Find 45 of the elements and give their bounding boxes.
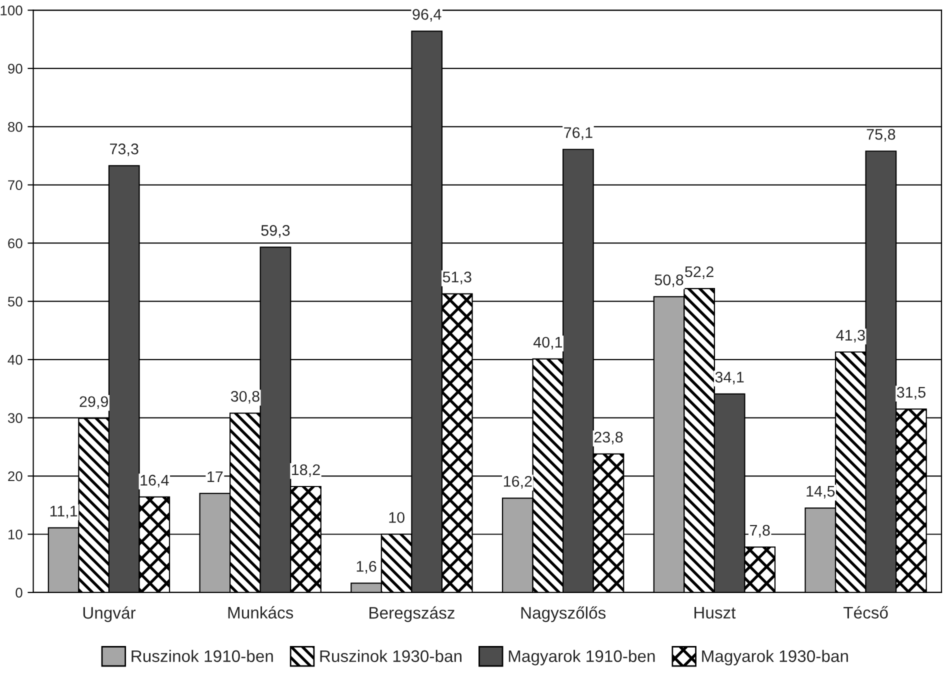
data-label: 29,9 [80,396,108,409]
data-label: 34,1 [715,372,744,384]
data-label: 41,3 [836,330,865,342]
legend-label: Magyarok 1910-ben [508,650,655,666]
x-tick-label: Nagyszőlős [521,606,606,622]
data-label: 1,6 [356,560,376,574]
y-tick-label: 70 [8,180,22,190]
legend-label: Magyarok 1930-ban [702,650,848,666]
data-label: 16,4 [140,474,169,488]
x-tick-label: Munkács [228,606,294,619]
data-label: 11,1 [50,506,78,518]
legend-label: Ruszinok 1910-ben [132,650,273,662]
data-label: 17 [208,471,223,482]
data-label: 14,5 [806,486,835,498]
data-label: 73,3 [110,144,138,156]
data-label: 31,5 [896,386,926,400]
data-label: 51,3 [442,272,472,284]
data-label: 96,4 [412,9,442,22]
data-label: 10 [389,512,404,523]
x-tick-label: Técső [843,606,888,619]
data-label: 18,2 [292,464,320,477]
data-label: 50,8 [654,274,684,288]
y-tick-label: 20 [8,471,22,482]
y-tick-label: 90 [8,64,22,74]
x-tick-label: Ungvár [83,606,136,622]
data-label: 75,8 [866,128,896,142]
legend-label: Ruszinok 1930-ban [320,650,462,662]
y-tick-label: 0 [16,588,22,598]
y-tick-label: 10 [8,530,22,540]
y-tick-label: 30 [8,413,22,423]
y-tick-label: 100 [0,6,22,16]
data-label: 30,8 [230,390,260,404]
x-tick-label: Huszt [694,606,736,619]
data-label: 16,2 [504,476,532,489]
y-tick-label: 60 [8,238,22,248]
data-label: 59,3 [261,225,290,238]
data-label: 76,1 [564,127,592,140]
data-label: 52,2 [685,266,714,279]
data-label: 7,8 [750,524,770,538]
x-tick-label: Beregszász [370,606,454,622]
data-label: 40,1 [533,336,562,350]
y-tick-label: 80 [8,122,22,132]
data-label: 23,8 [594,432,623,444]
y-tick-label: 50 [8,296,22,307]
y-tick-label: 40 [8,354,22,365]
